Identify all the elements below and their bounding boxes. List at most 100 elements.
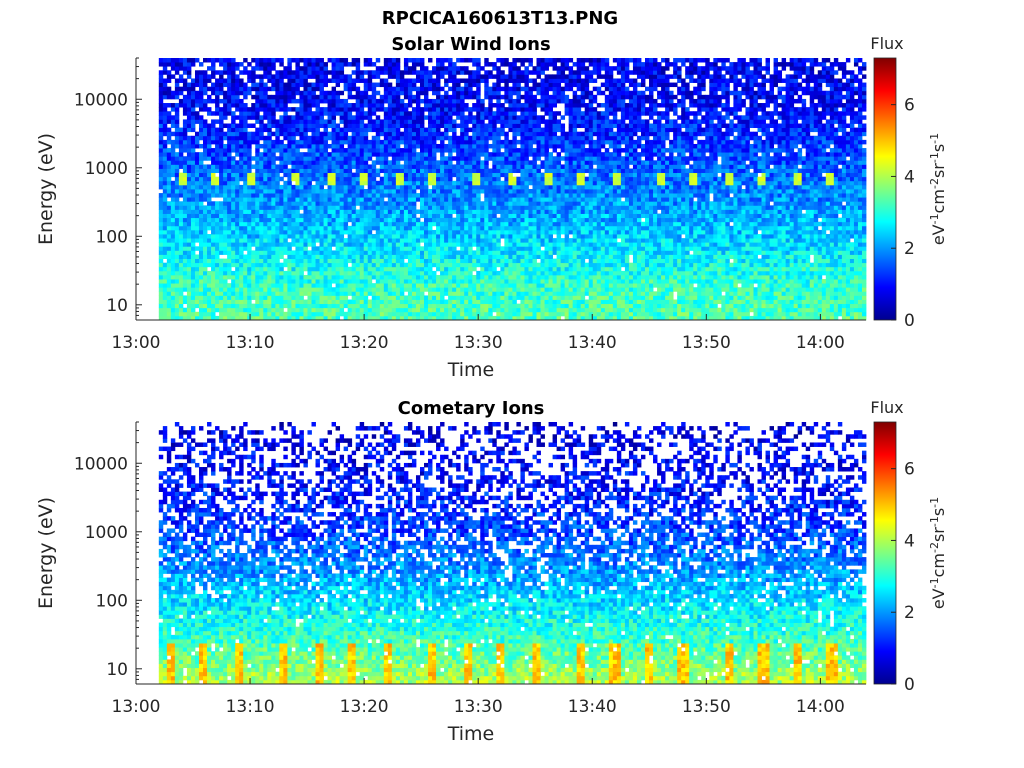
heatmap-cell xyxy=(351,184,357,190)
heatmap-cell xyxy=(235,74,240,79)
heatmap-cell xyxy=(279,295,284,300)
heatmap-cell xyxy=(170,221,176,227)
heatmap-cell xyxy=(468,299,473,305)
heatmap-cell xyxy=(476,201,481,206)
heatmap-cell xyxy=(203,164,208,169)
heatmap-cell xyxy=(315,221,320,227)
heatmap-cell xyxy=(383,270,389,276)
heatmap-cell xyxy=(399,152,405,157)
heatmap-cell xyxy=(440,119,445,124)
heatmap-cell xyxy=(182,246,188,251)
heatmap-cell xyxy=(223,307,228,313)
heatmap-cell xyxy=(476,250,481,255)
heatmap-cell xyxy=(255,238,260,243)
heatmap-cell xyxy=(367,246,373,251)
heatmap-cell xyxy=(271,315,276,321)
heatmap-cell xyxy=(395,217,401,223)
heatmap-cell xyxy=(359,107,365,112)
heatmap-cell xyxy=(335,250,341,255)
heatmap-cell xyxy=(387,168,393,174)
heatmap-cell xyxy=(440,295,445,300)
heatmap-cell xyxy=(211,291,216,296)
heatmap-cell xyxy=(339,156,345,161)
heatmap-cell xyxy=(158,62,164,67)
heatmap-cell xyxy=(476,62,481,67)
heatmap-cell xyxy=(315,98,320,104)
heatmap-cell xyxy=(488,115,493,120)
heatmap-cell xyxy=(287,217,292,223)
heatmap-cell xyxy=(219,156,224,161)
heatmap-cell xyxy=(207,234,212,239)
heatmap-cell xyxy=(371,315,377,321)
heatmap-cell xyxy=(267,94,272,100)
heatmap-cell xyxy=(267,262,272,268)
heatmap-cell xyxy=(219,78,224,83)
heatmap-cell xyxy=(387,66,393,71)
heatmap-cell xyxy=(339,307,345,313)
heatmap-cell xyxy=(279,299,284,305)
heatmap-cell xyxy=(436,221,441,227)
heatmap-cell xyxy=(291,229,296,235)
heatmap-cell xyxy=(194,160,200,165)
heatmap-cell xyxy=(411,148,417,153)
heatmap-cell xyxy=(448,287,453,292)
heatmap-cell xyxy=(367,262,373,268)
heatmap-cell xyxy=(247,197,252,202)
heatmap-cell xyxy=(464,94,469,100)
heatmap-cell xyxy=(359,90,365,96)
heatmap-cell xyxy=(186,176,192,182)
heatmap-cell xyxy=(379,315,385,321)
heatmap-cell xyxy=(182,94,188,100)
heatmap-cell xyxy=(460,250,465,255)
heatmap-cell xyxy=(182,180,188,186)
heatmap-cell xyxy=(347,189,353,194)
heatmap-cell xyxy=(411,115,417,120)
heatmap-cell xyxy=(219,172,224,178)
heatmap-cell xyxy=(415,217,421,223)
heatmap-cell xyxy=(319,168,324,174)
heatmap-cell xyxy=(287,98,292,104)
heatmap-cell xyxy=(315,172,320,178)
heatmap-cell xyxy=(339,78,345,83)
heatmap-cell xyxy=(415,176,421,182)
heatmap-cell xyxy=(488,107,493,112)
heatmap-cell xyxy=(440,221,445,227)
heatmap-cell xyxy=(267,127,272,133)
heatmap-cell xyxy=(359,164,365,169)
heatmap-cell xyxy=(178,90,184,96)
heatmap-cell xyxy=(492,242,497,247)
heatmap-cell xyxy=(275,184,280,190)
heatmap-cell xyxy=(203,74,208,79)
heatmap-cell xyxy=(480,139,485,145)
heatmap-cell xyxy=(255,176,260,182)
heatmap-cell xyxy=(166,119,172,124)
heatmap-cell xyxy=(307,283,312,288)
heatmap-cell xyxy=(383,184,389,190)
heatmap-cell xyxy=(235,287,240,292)
heatmap-cell xyxy=(391,287,397,292)
heatmap-cell xyxy=(190,209,196,214)
heatmap-cell xyxy=(444,197,449,202)
heatmap-cell xyxy=(287,131,292,137)
heatmap-cell xyxy=(436,303,441,309)
heatmap-cell xyxy=(174,283,180,288)
heatmap-cell xyxy=(170,197,176,202)
heatmap-cell xyxy=(452,94,457,100)
heatmap-cell xyxy=(391,217,397,223)
heatmap-cell xyxy=(492,135,497,141)
heatmap-cell xyxy=(387,311,393,317)
heatmap-cell xyxy=(419,152,425,157)
heatmap-cell xyxy=(247,209,252,214)
heatmap-cell xyxy=(331,266,337,272)
heatmap-cell xyxy=(351,119,357,124)
heatmap-cell xyxy=(227,62,232,67)
heatmap-cell xyxy=(407,274,413,280)
heatmap-cell xyxy=(383,213,389,219)
heatmap-cell xyxy=(339,246,345,251)
heatmap-cell xyxy=(311,258,316,264)
heatmap-cell xyxy=(279,74,284,79)
heatmap-cell xyxy=(375,254,381,259)
heatmap-cell xyxy=(488,213,493,219)
heatmap-cell xyxy=(315,295,320,300)
heatmap-cell xyxy=(407,115,413,120)
